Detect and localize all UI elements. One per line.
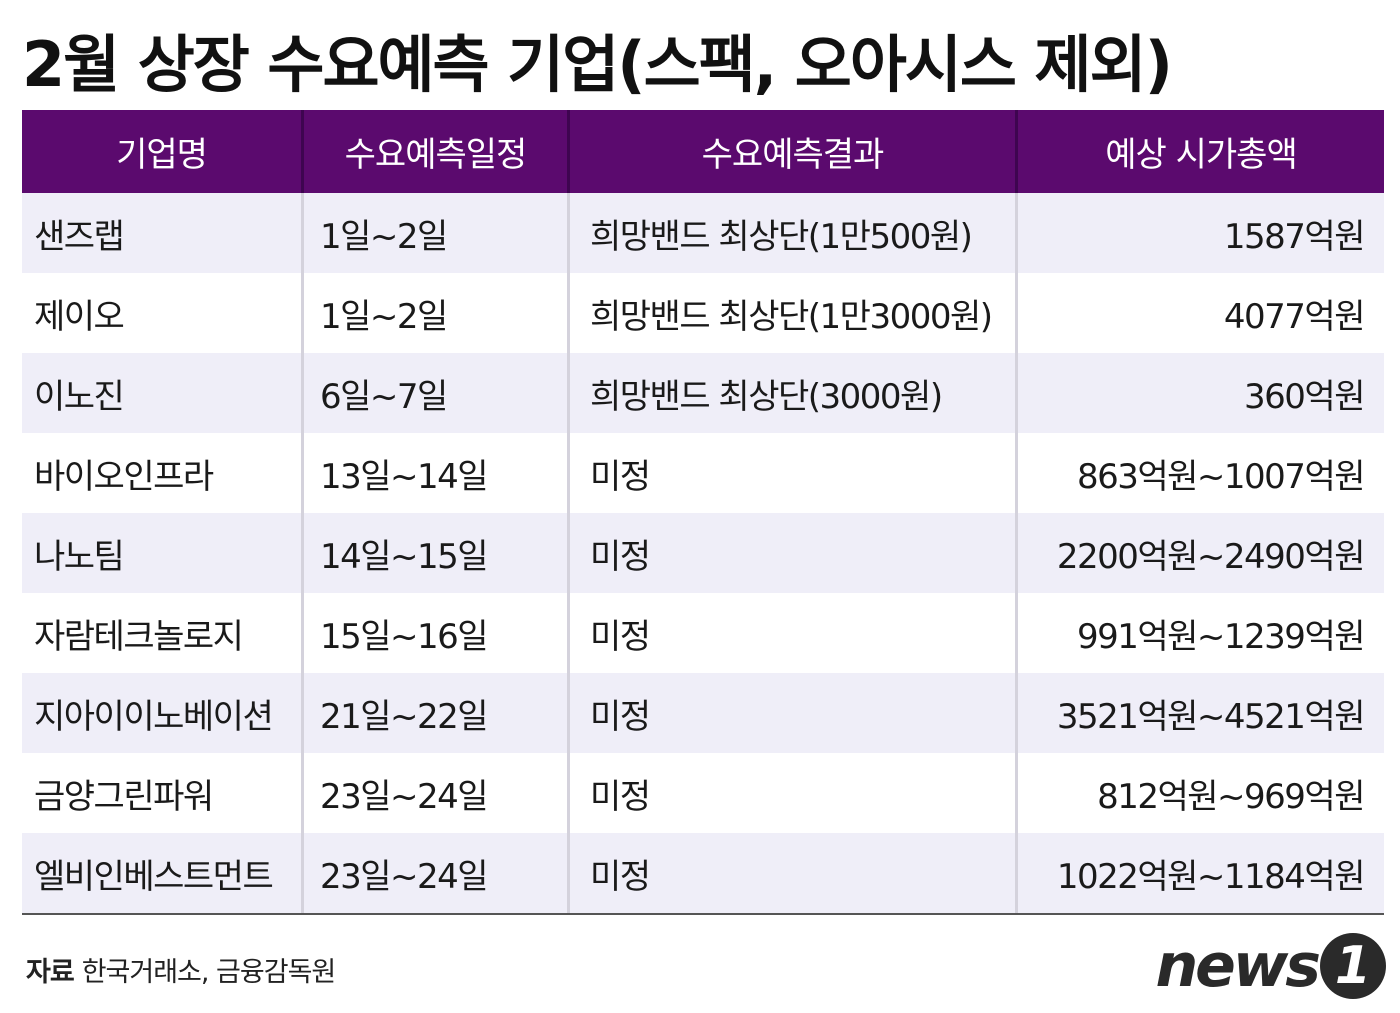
cell-company: 금양그린파워: [22, 753, 304, 833]
cell-company: 지아이이노베이션: [22, 673, 304, 753]
cell-schedule: 21일~22일: [304, 673, 570, 753]
cell-result: 미정: [570, 513, 1018, 593]
cell-market-cap: 812억원~969억원: [1097, 776, 1365, 817]
cell-market-cap: 2200억원~2490억원: [1056, 536, 1366, 577]
cell-schedule: 14일~15일: [304, 513, 570, 593]
table-row: 엘비인베스트먼트 23일~24일 미정 1022억원~1184억원: [22, 833, 1384, 913]
cell-company: 나노팀: [22, 513, 304, 593]
header-market-cap: 예상 시가총액: [1105, 135, 1298, 175]
cell-result: 미정: [570, 673, 1018, 753]
cell-result: 미정: [570, 833, 1018, 913]
cell-market-cap: 1022억원~1184억원: [1056, 856, 1366, 897]
source-note: 자료 한국거래소, 금융감독원: [26, 950, 337, 989]
cell-result: 희망밴드 최상단(1만500원): [570, 193, 1018, 273]
table-row: 지아이이노베이션 21일~22일 미정 3521억원~4521억원: [22, 673, 1384, 753]
table-row: 샌즈랩 1일~2일 희망밴드 최상단(1만500원) 1587억원: [22, 193, 1384, 273]
header-result: 수요예측결과: [570, 110, 1018, 193]
cell-company: 자람테크놀로지: [22, 593, 304, 673]
cell-company: 엘비인베스트먼트: [22, 833, 304, 913]
cell-result: 미정: [570, 753, 1018, 833]
cell-result: 미정: [570, 433, 1018, 513]
cell-market-cap: 1587억원: [1223, 216, 1366, 257]
cell-schedule: 15일~16일: [304, 593, 570, 673]
cell-schedule: 23일~24일: [304, 753, 570, 833]
page-title: 2월 상장 수요예측 기업(스팩, 오아시스 제외): [22, 28, 1173, 101]
cell-company: 바이오인프라: [22, 433, 304, 513]
cell-schedule: 1일~2일: [304, 193, 570, 273]
ipo-table: 기업명 수요예측일정 수요예측결과 예상 시가총액 샌즈랩 1일~2일 희망밴드 최…: [22, 110, 1384, 915]
cell-company: 샌즈랩: [22, 193, 304, 273]
cell-schedule: 23일~24일: [304, 833, 570, 913]
logo-badge: 1: [1320, 933, 1386, 999]
source-text: 한국거래소, 금융감독원: [81, 957, 337, 988]
table-row: 바이오인프라 13일~14일 미정 863억원~1007억원: [22, 433, 1384, 513]
cell-schedule: 13일~14일: [304, 433, 570, 513]
header-company: 기업명: [22, 110, 304, 193]
cell-market-cap: 3521억원~4521억원: [1056, 696, 1366, 737]
cell-market-cap: 991억원~1239억원: [1076, 616, 1366, 657]
source-label: 자료: [26, 957, 75, 988]
table-row: 금양그린파워 23일~24일 미정 812억원~969억원: [22, 753, 1384, 833]
table-row: 나노팀 14일~15일 미정 2200억원~2490억원: [22, 513, 1384, 593]
news1-logo: news 1: [1155, 930, 1386, 1002]
cell-result: 미정: [570, 593, 1018, 673]
cell-company: 이노진: [22, 353, 304, 433]
logo-text: news: [1155, 931, 1321, 1001]
cell-result: 희망밴드 최상단(3000원): [570, 353, 1018, 433]
cell-schedule: 6일~7일: [304, 353, 570, 433]
cell-schedule: 1일~2일: [304, 273, 570, 353]
cell-market-cap: 863억원~1007억원: [1076, 456, 1366, 497]
cell-company: 제이오: [22, 273, 304, 353]
table-row: 제이오 1일~2일 희망밴드 최상단(1만3000원) 4077억원: [22, 273, 1384, 353]
cell-market-cap: 4077억원: [1223, 296, 1366, 337]
table-row: 이노진 6일~7일 희망밴드 최상단(3000원) 360억원: [22, 353, 1384, 433]
cell-market-cap: 360억원: [1244, 376, 1365, 417]
table-row: 자람테크놀로지 15일~16일 미정 991억원~1239억원: [22, 593, 1384, 673]
cell-result: 희망밴드 최상단(1만3000원): [570, 273, 1018, 353]
header-schedule: 수요예측일정: [304, 110, 570, 193]
table-header-row: 기업명 수요예측일정 수요예측결과 예상 시가총액: [22, 110, 1384, 193]
